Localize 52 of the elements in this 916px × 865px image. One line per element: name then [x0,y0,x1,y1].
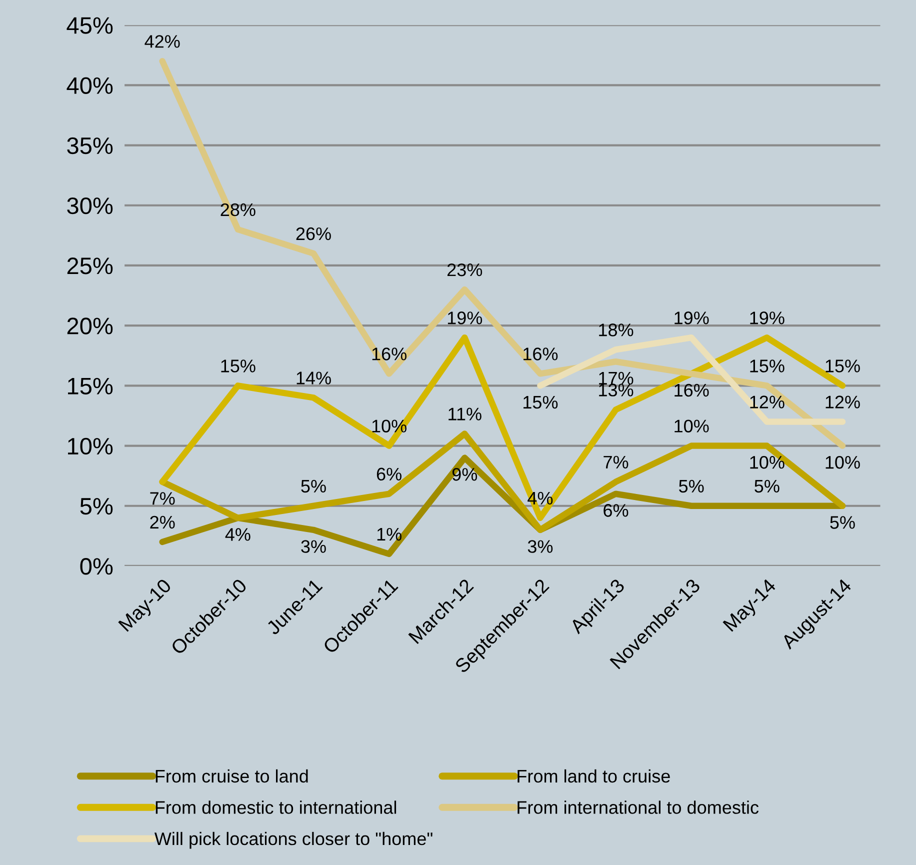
data-label: 4% [225,528,250,541]
legend-label: Will pick locations closer to "home" [154,832,432,849]
data-label: 11% [448,408,482,420]
data-label: 15% [221,360,256,372]
data-label: 5% [754,480,780,493]
data-label: 12% [826,396,860,408]
data-label: 7% [150,492,175,505]
y-tick-label: 0% [80,558,113,575]
data-label: 3% [301,540,326,553]
data-label: 19% [674,312,709,324]
y-tick-label: 5% [80,498,113,515]
data-label: 10% [750,456,784,469]
y-tick-label: 15% [68,378,113,394]
y-tick-label: 20% [67,318,113,334]
data-label: 6% [376,468,402,481]
y-tick-label: 45% [66,17,113,34]
data-label: 23% [447,263,482,276]
data-label: 26% [296,227,331,240]
data-label: 1% [377,528,402,541]
data-label: 28% [220,203,256,216]
y-tick-label: 10% [68,438,113,455]
data-label: 16% [524,348,558,360]
data-label: 6% [604,504,628,517]
data-label: 3% [528,540,553,553]
data-label: 5% [679,480,704,493]
data-label: 15% [524,396,558,409]
legend-label: From land to cruise [518,769,670,783]
data-label: 16% [674,384,709,397]
data-label: 7% [604,456,628,468]
data-label: 5% [301,480,326,493]
data-label: 42% [144,35,180,48]
data-label: 17% [599,372,634,385]
data-label: 15% [826,360,860,372]
data-label: 19% [750,312,784,324]
y-tick-label: 30% [67,197,113,214]
data-label: 13% [599,384,634,396]
y-tick-label: 40% [66,77,113,94]
data-label: 10% [674,420,709,432]
data-label: 12% [750,396,784,408]
data-label: 18% [599,324,634,336]
legend-label: From domestic to international [156,800,396,814]
data-label: 10% [826,456,860,469]
legend-label: From cruise to land [156,769,308,783]
y-tick-label: 25% [67,258,113,274]
data-label: 14% [296,372,331,384]
y-tick-label: 35% [67,137,113,154]
legend-label: From international to domestic [518,800,759,814]
data-label: 16% [372,348,406,360]
data-label: 5% [830,516,855,529]
data-label: 2% [150,516,175,529]
data-label: 19% [448,312,482,324]
data-label: 15% [750,360,784,372]
